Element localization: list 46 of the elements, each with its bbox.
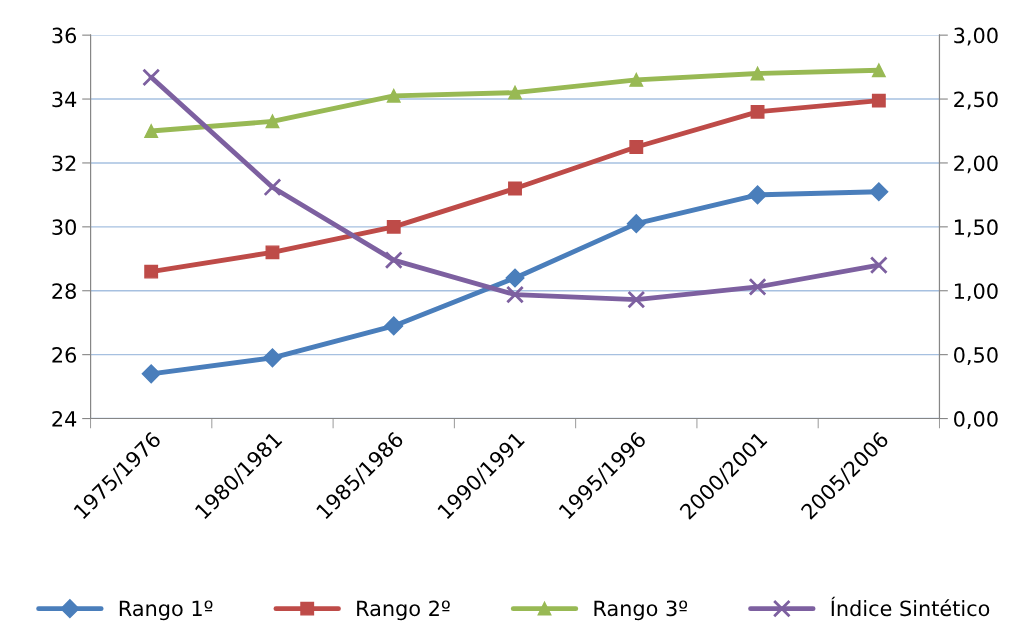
point [265, 114, 280, 129]
y2-tick-label: 1,00 [954, 283, 998, 302]
point [384, 251, 403, 270]
point [629, 140, 644, 154]
point [871, 63, 886, 78]
point [748, 185, 768, 205]
point [141, 364, 161, 384]
legend-label: Rango 3º [594, 600, 688, 621]
y-tick-label: 24 [52, 411, 77, 427]
point [750, 66, 765, 81]
point [869, 256, 888, 275]
y2-tick-label: 2,50 [954, 91, 998, 110]
point [386, 88, 401, 103]
point [508, 181, 522, 196]
legend-label: Rango 2º [357, 600, 450, 621]
y-tick-label: 32 [52, 155, 76, 172]
point [263, 178, 282, 197]
legend-label: Rango 1º [119, 600, 213, 621]
y2-tick-label: 0,50 [954, 347, 998, 365]
y2-tick-label: 3,00 [954, 27, 998, 46]
point [869, 182, 889, 202]
point [384, 316, 404, 336]
point [748, 277, 767, 296]
point [386, 219, 401, 234]
point [871, 93, 886, 108]
point [627, 290, 646, 309]
y-tick-label: 30 [52, 219, 76, 236]
point [626, 214, 646, 234]
y-tick-label: 34 [52, 91, 77, 108]
y-tick-label: 26 [52, 347, 77, 363]
point [505, 285, 525, 304]
point [505, 268, 525, 288]
point [629, 72, 644, 87]
point [262, 348, 282, 368]
point [142, 68, 161, 87]
point [144, 124, 159, 138]
point [750, 104, 765, 119]
point [508, 85, 522, 100]
y-tick-label: 28 [52, 283, 76, 299]
point [265, 245, 280, 260]
y2-tick-label: 1,50 [954, 219, 998, 238]
y-tick-label: 36 [52, 27, 77, 44]
y2-tick-label: 0,00 [954, 411, 998, 429]
point [144, 264, 159, 279]
y2-tick-label: 2,00 [954, 155, 998, 174]
legend-label: Índice Sintético [831, 596, 990, 617]
